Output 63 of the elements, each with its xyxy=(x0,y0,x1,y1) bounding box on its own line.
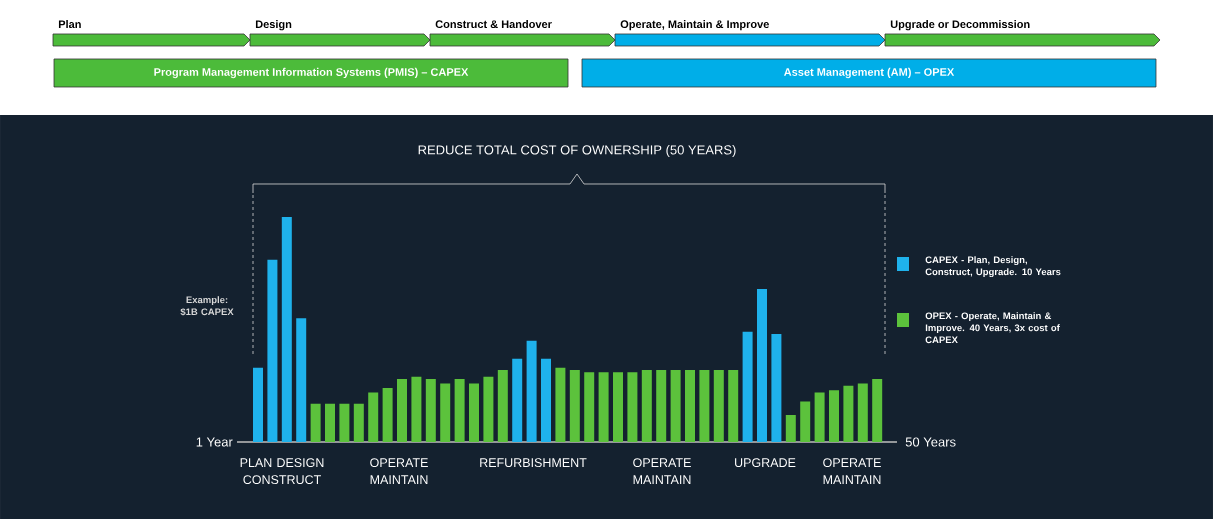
bar xyxy=(771,333,782,442)
bar xyxy=(353,403,364,442)
bar xyxy=(613,372,623,442)
bar xyxy=(411,376,422,442)
bar xyxy=(296,318,307,442)
bar xyxy=(253,367,264,442)
text: Design xyxy=(255,20,292,31)
text: Asset Management (AM) – OPEX xyxy=(784,67,955,79)
bar xyxy=(670,369,681,442)
bar xyxy=(569,369,580,442)
bar xyxy=(872,378,883,442)
text: Program Management Information Systems (PMIS) – CAPEX xyxy=(154,67,469,79)
bar xyxy=(425,378,436,442)
text: OPERATE MAINTAIN xyxy=(370,458,428,484)
bar xyxy=(728,369,739,442)
text: Operate, Maintain & Improve xyxy=(620,20,769,31)
bar xyxy=(814,392,825,442)
bar xyxy=(598,372,609,442)
bar xyxy=(310,403,321,442)
bar xyxy=(857,383,868,442)
bar xyxy=(800,401,811,442)
bar xyxy=(699,369,710,442)
text: PLAN DESIGN CONSTRUCT xyxy=(240,458,324,485)
bar xyxy=(512,358,523,442)
text: Example: $1B CAPEX xyxy=(180,296,234,316)
bar xyxy=(526,340,537,442)
text: OPERATE MAINTAIN xyxy=(823,458,881,484)
bar xyxy=(641,369,652,442)
bar xyxy=(713,369,724,442)
text: Plan xyxy=(58,20,81,29)
text: UPGRADE xyxy=(735,458,796,468)
bar xyxy=(325,403,336,442)
bar xyxy=(757,288,767,442)
bar xyxy=(829,390,839,442)
bar xyxy=(555,367,566,442)
bar xyxy=(440,383,451,442)
bar xyxy=(469,383,480,442)
text: OPEX - Operate, Maintain & Improve. 40 Years, 3x cost of CAPEX xyxy=(925,312,1060,344)
chart-title: REDUCE TOTAL COST OF OWNERSHIP (50 YEARS) xyxy=(418,144,736,158)
bar xyxy=(627,372,638,442)
bar xyxy=(483,376,494,442)
text: 1 Year xyxy=(196,437,233,447)
bar xyxy=(843,385,854,442)
bar xyxy=(267,259,278,442)
text: REFURBISHMENT xyxy=(480,458,587,468)
bar xyxy=(584,372,595,442)
bar xyxy=(368,392,379,442)
bar xyxy=(497,369,508,442)
bar xyxy=(742,331,753,442)
bar xyxy=(541,358,551,442)
bar xyxy=(454,378,465,442)
text: CAPEX - Plan, Design, Construct, Upgrade. 10 Years xyxy=(925,256,1061,278)
bar xyxy=(281,216,292,442)
text: 50 Years xyxy=(905,437,956,447)
bar xyxy=(656,369,667,442)
bar xyxy=(685,369,695,442)
bar xyxy=(397,378,408,442)
bar xyxy=(785,414,796,442)
text: Construct & Handover xyxy=(435,20,552,29)
bar xyxy=(382,387,393,442)
bar xyxy=(339,403,350,442)
text: OPERATE MAINTAIN xyxy=(633,458,691,484)
text: Upgrade or Decommission xyxy=(890,20,1030,31)
